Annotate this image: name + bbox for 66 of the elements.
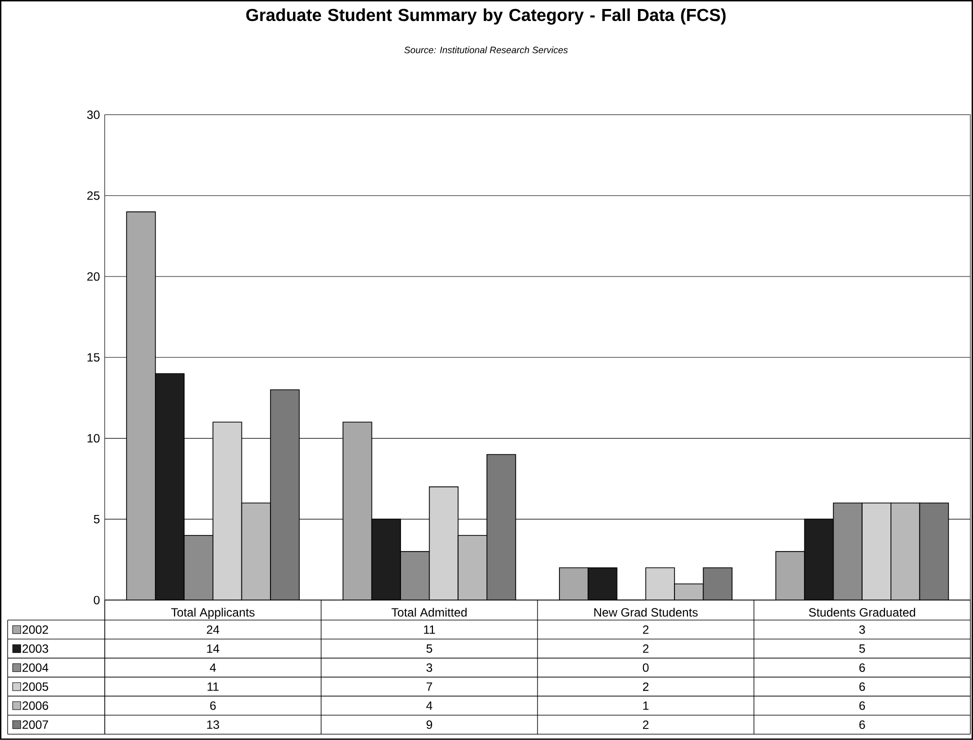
bar [832, 502, 863, 600]
y-tick-label: 5 [94, 515, 100, 524]
y-tick-label: 10 [88, 434, 100, 443]
data-label: 0 [642, 663, 649, 672]
bar [212, 422, 242, 600]
bar [241, 502, 271, 600]
bar [126, 211, 156, 600]
chart-title: Graduate Student Summary by Category - Fall Data (FCS) [246, 8, 726, 25]
data-label: 11 [424, 626, 435, 634]
bar [862, 502, 892, 600]
data-label: 2 [643, 625, 648, 634]
bar [703, 568, 732, 600]
data-label: 4 [210, 664, 216, 672]
bar [919, 502, 949, 600]
bar [486, 454, 516, 600]
data-label: 5 [859, 644, 865, 653]
y-tick-label: 15 [88, 353, 100, 362]
data-label: 14 [207, 644, 220, 653]
data-label: 24 [206, 625, 220, 634]
data-label: 4 [426, 702, 432, 710]
y-tick-label: 25 [87, 191, 100, 200]
y-tick-label: 20 [87, 272, 100, 281]
bar [804, 518, 834, 600]
source-note: Source: Institutional Research Services [404, 46, 568, 54]
x-tick-label: Total Admitted [392, 608, 467, 617]
bar [775, 551, 805, 600]
bar [428, 486, 459, 600]
bar [342, 422, 372, 600]
y-tick-label: 30 [87, 110, 100, 120]
bar [154, 373, 185, 600]
data-label: 6 [859, 701, 865, 710]
bar [674, 584, 704, 600]
data-label: 6 [859, 720, 865, 730]
data-label: 3 [426, 663, 432, 672]
data-label: 7 [426, 682, 432, 691]
data-label: 3 [859, 625, 865, 634]
data-label: 2 [643, 720, 648, 729]
legend-label: 2006 [22, 701, 48, 710]
bar [646, 568, 675, 600]
bar [890, 502, 920, 600]
x-tick-label: New Grad Students [594, 608, 698, 617]
bar [400, 551, 430, 600]
legend-label: 2004 [22, 663, 48, 672]
data-label: 6 [210, 701, 216, 710]
data-label: 6 [859, 663, 865, 672]
legend-label: 2005 [22, 682, 48, 691]
data-label: 5 [426, 644, 432, 653]
data-label: 1 [643, 702, 648, 710]
bar [184, 535, 214, 600]
data-label: 13 [207, 720, 220, 730]
legend-label: 2002 [22, 625, 48, 634]
legend-label: 2007 [22, 720, 48, 730]
bar [458, 535, 488, 600]
x-tick-label: Students Graduated [808, 608, 916, 617]
bar [270, 389, 300, 600]
data-label: 2 [643, 644, 648, 653]
x-tick-label: Total Applicants [171, 608, 255, 620]
data-label: 9 [426, 720, 432, 730]
legend-label: 2003 [22, 644, 48, 653]
bar [588, 568, 617, 600]
data-label: 11 [208, 682, 219, 691]
data-label: 2 [643, 682, 648, 691]
bar [371, 518, 401, 600]
y-tick-label: 0 [94, 596, 100, 604]
bar [559, 568, 588, 600]
data-label: 6 [859, 682, 865, 691]
